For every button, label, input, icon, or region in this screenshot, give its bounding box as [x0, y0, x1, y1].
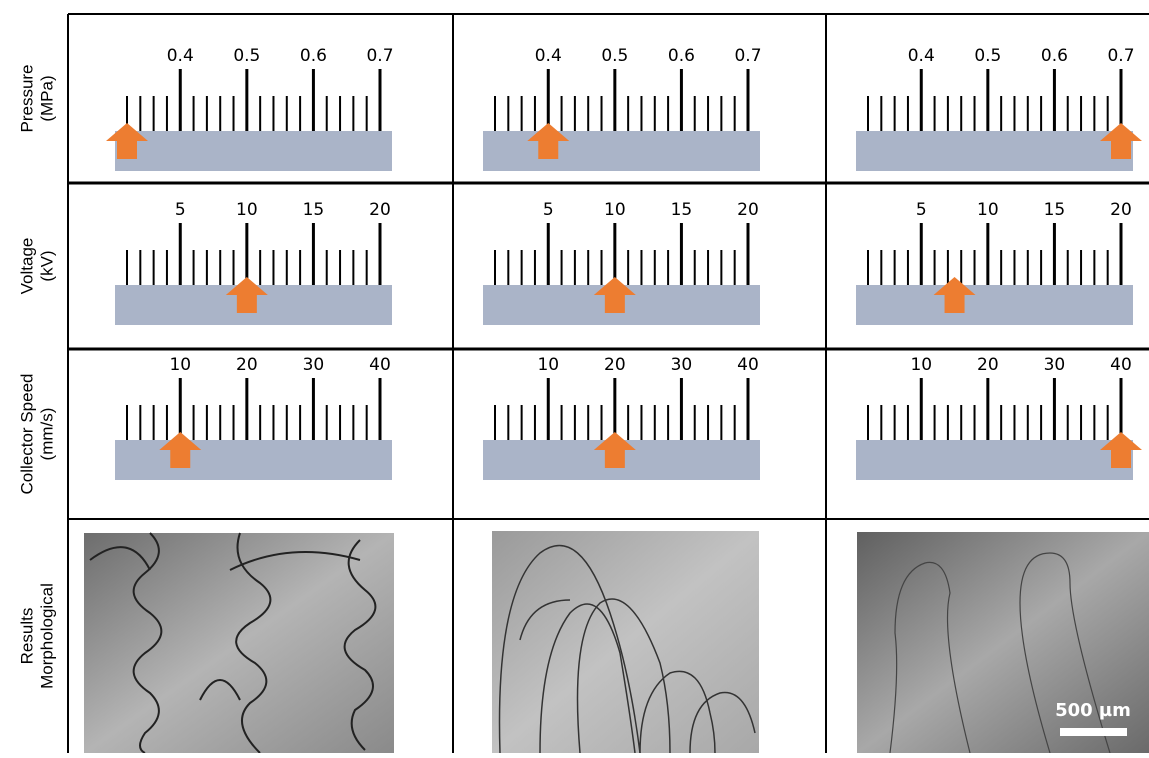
tick-label: 20 — [737, 200, 759, 220]
tick-label: 20 — [977, 355, 999, 375]
tick-label: 10 — [169, 355, 191, 375]
ruler-bar — [115, 440, 392, 480]
tick-label: 15 — [671, 200, 693, 220]
scale-bar-label: 500 µm — [1055, 700, 1131, 721]
tick-label: 40 — [737, 355, 759, 375]
tick-label: 0.6 — [1041, 46, 1068, 66]
row-label: Results — [17, 608, 36, 665]
micrograph: 500 µm — [857, 532, 1149, 753]
tick-label: 0.4 — [167, 46, 194, 66]
row-label: (MPa) — [37, 75, 56, 121]
micrograph — [492, 531, 759, 753]
tick-label: 20 — [369, 200, 391, 220]
tick-label: 0.6 — [300, 46, 327, 66]
ruler-bar — [856, 131, 1133, 171]
row-label: Morphological — [37, 583, 56, 689]
tick-label: 15 — [303, 200, 325, 220]
tick-label: 0.5 — [974, 46, 1001, 66]
tick-label: 0.4 — [535, 46, 562, 66]
tick-label: 0.5 — [601, 46, 628, 66]
tick-label: 0.6 — [668, 46, 695, 66]
row-label: Collector Speed — [17, 374, 36, 495]
tick-label: 0.5 — [233, 46, 260, 66]
tick-label: 0.7 — [1107, 46, 1134, 66]
tick-label: 15 — [1044, 200, 1066, 220]
tick-label: 5 — [543, 200, 554, 220]
ruler-bar — [856, 440, 1133, 480]
tick-label: 0.7 — [734, 46, 761, 66]
tick-label: 10 — [604, 200, 626, 220]
tick-label: 0.4 — [908, 46, 935, 66]
ruler-bar — [483, 131, 760, 171]
tick-label: 40 — [369, 355, 391, 375]
row-label: Pressure — [17, 64, 36, 132]
tick-label: 20 — [1110, 200, 1132, 220]
figure: 500 µm Pressure(MPa) Voltage(kV) Collector… — [0, 0, 1149, 753]
tick-label: 10 — [977, 200, 999, 220]
row-labels: Pressure(MPa) Voltage(kV) Collector Speed(… — [17, 64, 56, 688]
tick-label: 30 — [303, 355, 325, 375]
tick-label: 10 — [537, 355, 559, 375]
row-label: Voltage — [17, 238, 36, 295]
tick-label: 10 — [236, 200, 258, 220]
tick-label: 40 — [1110, 355, 1132, 375]
ruler-bar — [115, 131, 392, 171]
rulers: 0.4 0.5 0.6 0.7 0.4 0.5 0.6 0.7 0.4 0.5 0.6 0.7 5 10 1… — [106, 46, 1142, 480]
ruler-bar — [856, 285, 1133, 325]
row-label: (kV) — [37, 250, 56, 281]
tick-label: 10 — [910, 355, 932, 375]
tick-label: 0.7 — [366, 46, 393, 66]
tick-label: 30 — [1044, 355, 1066, 375]
tick-label: 20 — [604, 355, 626, 375]
tick-label: 20 — [236, 355, 258, 375]
row-label: (mm/s) — [37, 408, 56, 461]
micrograph — [84, 533, 394, 753]
tick-label: 30 — [671, 355, 693, 375]
tick-label: 5 — [916, 200, 927, 220]
tick-label: 5 — [175, 200, 186, 220]
scale-bar — [1060, 728, 1127, 736]
